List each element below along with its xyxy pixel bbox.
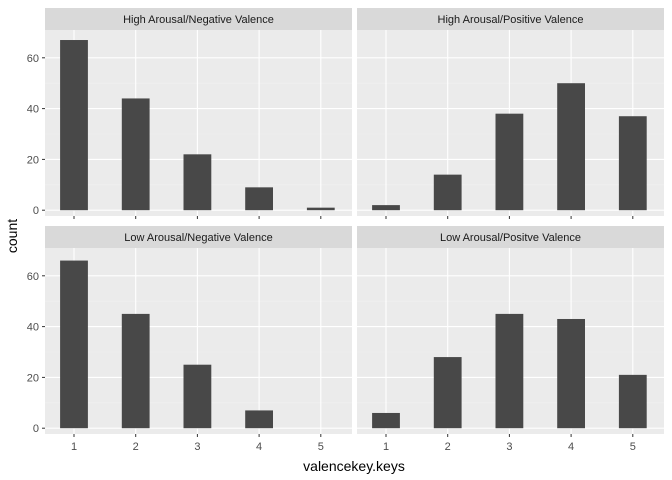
- facet-strip: [45, 226, 352, 248]
- bar: [121, 313, 150, 429]
- bar: [495, 313, 524, 429]
- bar: [245, 187, 273, 211]
- bar: [183, 154, 212, 211]
- bar: [495, 113, 524, 211]
- facet-strip-label: Low Arousal/Negative Valence: [124, 232, 272, 244]
- facet-strip: [357, 8, 664, 30]
- bar: [433, 357, 462, 429]
- facet-panel: Low Arousal/Negative Valence 0 20 40 60: [27, 226, 352, 435]
- bar: [60, 40, 88, 211]
- x-tick-label: 5: [630, 441, 636, 453]
- bar: [618, 116, 647, 211]
- facet-strip-label: Low Arousal/Positve Valence: [440, 232, 581, 244]
- bar: [306, 207, 335, 211]
- y-tick-label: 40: [27, 104, 39, 116]
- x-axis: 1 2 3 4 5 1 2 3 4 5: [71, 216, 636, 453]
- facet-panels: High Arousal/Negative Valence0204060High…: [27, 8, 664, 435]
- bar: [183, 364, 212, 429]
- facet-strip-label: High Arousal/Negative Valence: [123, 14, 274, 26]
- y-tick-label: 60: [27, 53, 39, 65]
- bar: [60, 260, 88, 429]
- y-tick-label: 0: [33, 423, 39, 435]
- y-tick-label: 0: [33, 205, 39, 217]
- y-tick-label: 60: [27, 271, 39, 283]
- bar: [557, 83, 585, 211]
- x-tick-label: 4: [256, 441, 262, 453]
- x-tick-label: 1: [71, 441, 77, 453]
- x-tick-label: 2: [133, 441, 139, 453]
- bar: [372, 412, 400, 429]
- bar: [245, 410, 273, 429]
- x-tick-label: 4: [568, 441, 574, 453]
- facet-strip-label: High Arousal/Positive Valence: [438, 14, 584, 26]
- bar: [618, 374, 647, 429]
- x-tick-label: 3: [194, 441, 200, 453]
- y-tick-label: 40: [27, 322, 39, 334]
- x-axis-title: valencekey.keys: [303, 458, 405, 474]
- bar: [433, 174, 462, 211]
- bar: [372, 205, 400, 211]
- x-tick-label: 1: [383, 441, 389, 453]
- facet-strip: [357, 226, 664, 248]
- x-tick-label: 3: [506, 441, 512, 453]
- bar: [557, 318, 585, 429]
- facet-strip: [45, 8, 352, 30]
- facet-panel: Low Arousal/Positve Valence: [357, 226, 664, 434]
- bar: [121, 98, 150, 211]
- y-tick-label: 20: [27, 154, 39, 166]
- y-axis-title: count: [4, 219, 20, 253]
- facet-panel: High Arousal/Negative Valence 0 20 40 60: [27, 8, 352, 217]
- x-tick-label: 5: [318, 441, 324, 453]
- y-tick-label: 20: [27, 372, 39, 384]
- x-tick-label: 2: [445, 441, 451, 453]
- facet-panel: High Arousal/Positive Valence: [357, 8, 664, 216]
